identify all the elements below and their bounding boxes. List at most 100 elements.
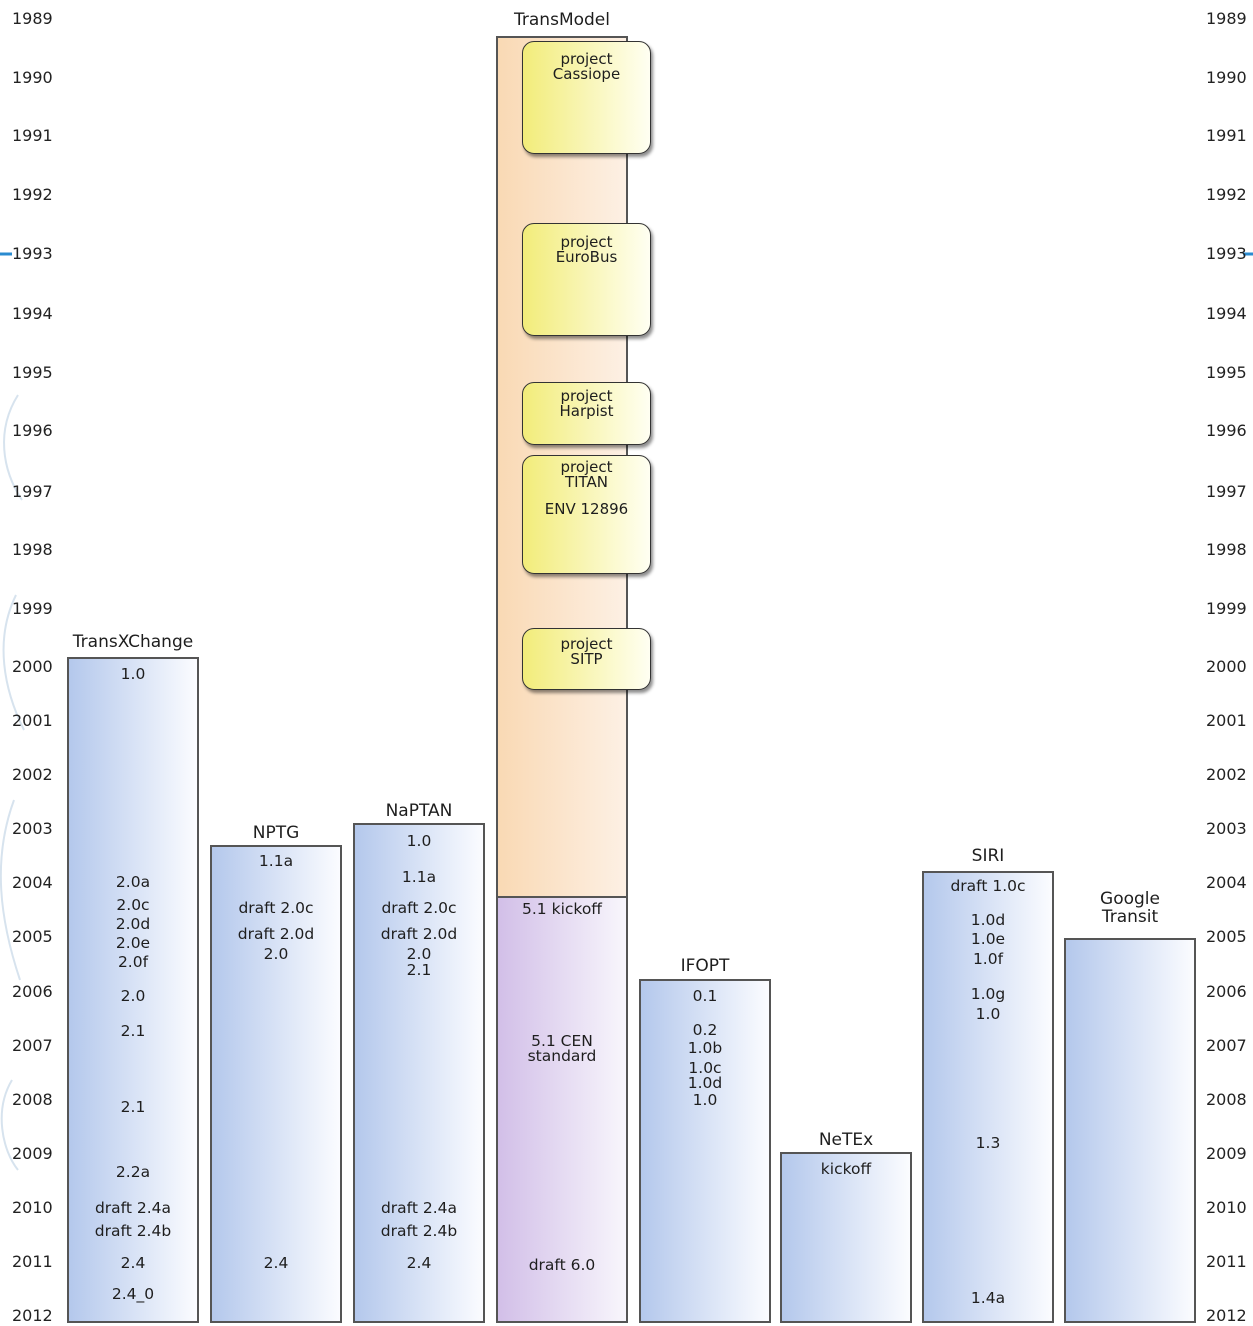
version-label: 1.3 xyxy=(975,1134,1001,1152)
project-box xyxy=(522,41,651,154)
year-label: 2002 xyxy=(1206,765,1247,784)
year-label: 2011 xyxy=(12,1252,53,1271)
year-label: 2011 xyxy=(1206,1252,1247,1271)
year-label: 1997 xyxy=(12,482,53,501)
year-label: 1997 xyxy=(1206,482,1247,501)
version-label: 2.4 xyxy=(263,1254,289,1272)
version-label: 1.0d xyxy=(687,1074,723,1092)
version-label: 2.1 xyxy=(120,1022,146,1040)
version-label: 2.1 xyxy=(406,961,432,979)
column-bar xyxy=(353,823,485,1323)
column-bar xyxy=(210,845,342,1323)
version-label: 2.2a xyxy=(115,1163,151,1181)
version-label: 1.0c xyxy=(688,1059,722,1077)
version-label: 0.2 xyxy=(692,1021,718,1039)
column-title: TransModel xyxy=(514,10,610,30)
version-label: 1.0b xyxy=(687,1039,723,1057)
year-label: 1992 xyxy=(1206,185,1247,204)
year-label: 2005 xyxy=(1206,927,1247,946)
column-title: NeTEx xyxy=(818,1130,874,1150)
column-title: Google Transit xyxy=(1100,889,1160,928)
year-label: 2010 xyxy=(12,1198,53,1217)
year-label: 1992 xyxy=(12,185,53,204)
column-bar xyxy=(780,1152,912,1323)
project-label: project SITP xyxy=(560,635,613,668)
year-label: 1999 xyxy=(12,599,53,618)
version-label: 5.1 kickoff xyxy=(522,900,602,918)
version-label: draft 2.0d xyxy=(380,925,458,943)
year-label: 2007 xyxy=(1206,1036,1247,1055)
year-label: 1990 xyxy=(1206,68,1247,87)
version-label: 2.0a xyxy=(115,873,151,891)
year-label: 2008 xyxy=(1206,1090,1247,1109)
project-label: project Cassiope xyxy=(552,50,621,83)
year-label: 1999 xyxy=(1206,599,1247,618)
version-label: 5.1 CEN standard xyxy=(527,1032,597,1065)
year-label: 1993 xyxy=(1206,244,1247,263)
year-label: 1990 xyxy=(12,68,53,87)
version-label: draft 2.0c xyxy=(238,899,314,917)
project-box xyxy=(522,455,651,574)
project-label: project TITAN xyxy=(560,458,613,491)
year-label: 2004 xyxy=(1206,873,1247,892)
year-label: 1996 xyxy=(12,421,53,440)
version-label: draft 2.4a xyxy=(94,1199,172,1217)
project-label: project EuroBus xyxy=(555,233,618,266)
year-label: 1993 xyxy=(12,244,53,263)
year-label: 2007 xyxy=(12,1036,53,1055)
column-bar xyxy=(67,657,199,1323)
version-label: 1.0e xyxy=(970,930,1006,948)
year-label: 2003 xyxy=(12,819,53,838)
version-label: 1.0 xyxy=(975,1005,1001,1023)
year-label: 2003 xyxy=(1206,819,1247,838)
version-label: 1.0 xyxy=(692,1091,718,1109)
version-label: 2.4 xyxy=(120,1254,146,1272)
year-label: 2012 xyxy=(12,1306,53,1325)
version-label: 2.0e xyxy=(115,934,151,952)
column-bar xyxy=(639,979,771,1323)
version-label: 1.0g xyxy=(970,985,1006,1003)
transmodel-standard-bar xyxy=(496,896,628,1323)
version-label: 1.0 xyxy=(406,832,432,850)
version-label: 2.0f xyxy=(117,953,149,971)
version-label: 2.0 xyxy=(406,945,432,963)
version-label: 1.4a xyxy=(970,1289,1006,1307)
year-label: 2006 xyxy=(1206,982,1247,1001)
version-label: draft 2.4a xyxy=(380,1199,458,1217)
version-label: 2.0 xyxy=(263,945,289,963)
year-label: 2009 xyxy=(12,1144,53,1163)
year-label: 2000 xyxy=(12,657,53,676)
column-title: IFOPT xyxy=(680,956,730,976)
column-title: SIRI xyxy=(971,846,1005,866)
year-label: 2000 xyxy=(1206,657,1247,676)
year-label: 2004 xyxy=(12,873,53,892)
version-label: 2.0d xyxy=(115,915,151,933)
column-bar xyxy=(922,871,1054,1323)
version-label: draft 6.0 xyxy=(528,1256,596,1274)
year-label: 2012 xyxy=(1206,1306,1247,1325)
year-label: 1991 xyxy=(12,126,53,145)
version-label: draft 1.0c xyxy=(950,877,1026,895)
version-label: 1.1a xyxy=(401,868,437,886)
project-box xyxy=(522,382,651,445)
year-label: 2006 xyxy=(12,982,53,1001)
year-label: 1998 xyxy=(1206,540,1247,559)
project-label: project Harpist xyxy=(559,387,614,420)
year-label: 2009 xyxy=(1206,1144,1247,1163)
env-label: ENV 12896 xyxy=(544,500,629,518)
version-label: draft 2.0c xyxy=(381,899,457,917)
year-label: 1998 xyxy=(12,540,53,559)
year-label: 2001 xyxy=(1206,711,1247,730)
year-label: 1991 xyxy=(1206,126,1247,145)
year-label: 1996 xyxy=(1206,421,1247,440)
year-label: 2001 xyxy=(12,711,53,730)
version-label: 1.0f xyxy=(972,950,1004,968)
column-title: NPTG xyxy=(252,823,300,843)
version-label: 2.4_0 xyxy=(111,1285,155,1303)
version-label: 2.0c xyxy=(116,896,150,914)
version-label: 2.1 xyxy=(120,1098,146,1116)
year-label: 2008 xyxy=(12,1090,53,1109)
version-label: 2.0 xyxy=(120,987,146,1005)
version-label: kickoff xyxy=(820,1160,872,1178)
